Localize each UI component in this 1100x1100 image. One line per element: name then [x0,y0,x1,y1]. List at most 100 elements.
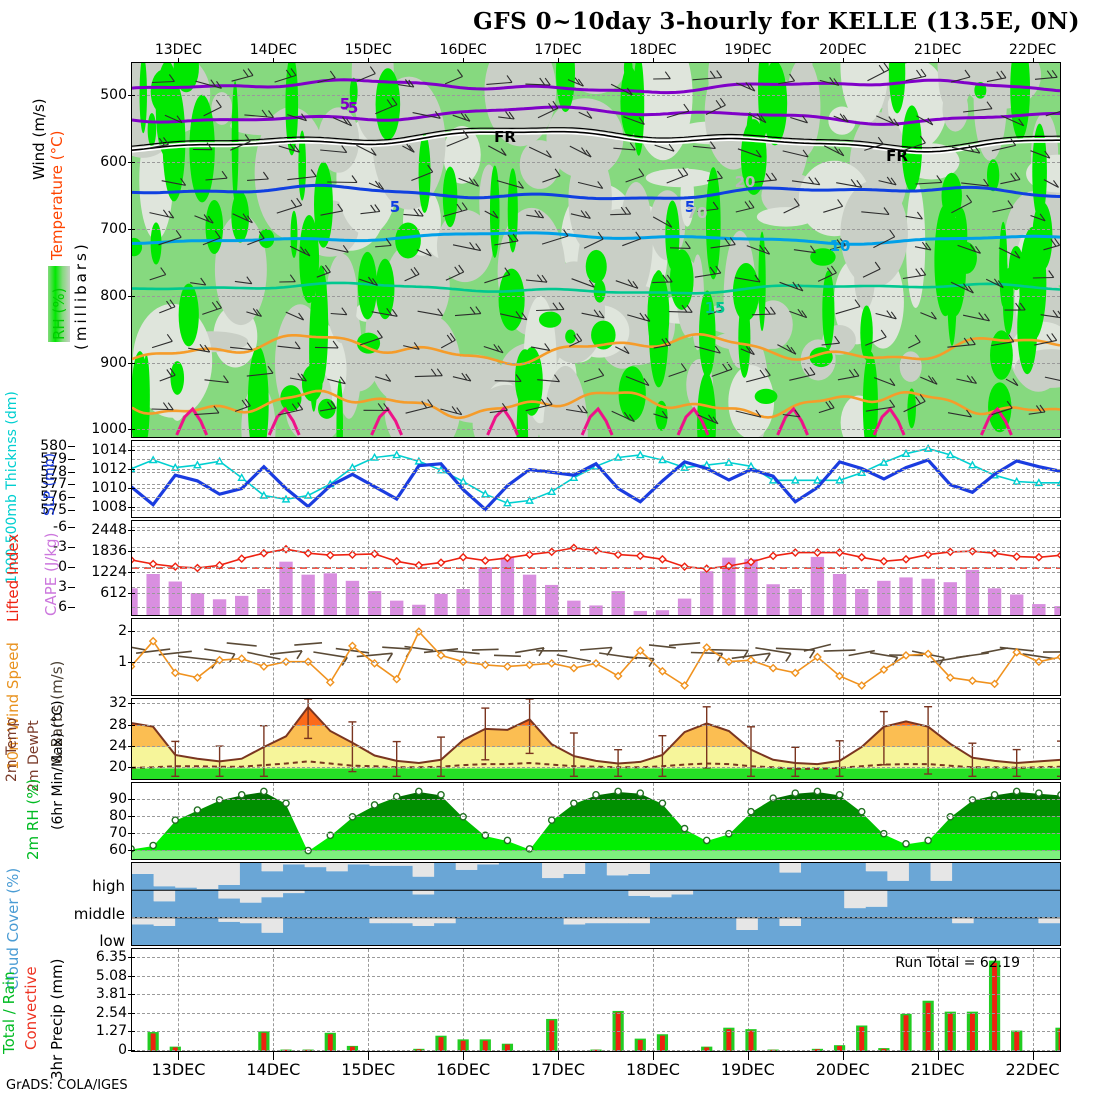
axis-tick [128,551,135,553]
cape-bar [478,567,492,615]
rh-shade-saturated [620,65,639,138]
wind-barb [313,651,348,659]
wind-barb-flag [256,309,262,317]
wind-barb-flag [475,243,482,251]
cloud-bar [347,917,370,945]
wind-barb-shaft [528,146,552,159]
cloud-empty [542,863,565,879]
gridline-horizontal [132,546,1060,548]
gridline-horizontal [132,459,1060,460]
data-marker [170,562,180,572]
wind-barb-flag [635,231,642,240]
wind-barb-flag [285,69,292,78]
wind-barb-flag [834,146,840,154]
rh-shade-dry [728,365,775,437]
data-marker [237,473,247,482]
gridline-horizontal [132,832,1060,834]
wind-barb-flag [1000,70,1007,79]
wind-barb-flag [966,409,972,418]
gridline-horizontal [132,798,1060,800]
precip-convective-bar [859,1026,865,1051]
wind-barb-flag [552,100,559,109]
rh-shade-saturated [375,68,401,141]
data-marker [636,789,645,797]
cape-bar [434,593,448,615]
rh-shade-saturated [999,221,1008,307]
data-marker [835,548,844,557]
wind-barb-shaft [327,181,358,184]
data-marker [481,831,490,840]
wind-barb-flag [839,238,846,246]
wind-barb-flag [715,265,722,274]
wind-barb [648,644,676,649]
wind-barb-shaft [359,278,378,286]
gridline-horizontal [132,724,1060,726]
date-label-18dec: 18DEC [629,42,677,58]
data-marker [791,789,800,797]
wind-barb-shaft [998,247,1021,259]
wind-barb-shaft [992,206,1014,213]
wind-barb-shaft [525,403,553,412]
date-label-13dec: 13DEC [154,42,203,58]
wind-barb-flag [541,274,548,283]
isotherm-minus5b [132,78,1060,95]
precip-convective-bar [327,1034,333,1051]
wind-barb-flag [916,211,923,220]
precip-convective-bar [881,1048,887,1051]
contour-label: 20 [734,173,756,191]
wind-barb-flag [580,210,587,218]
wind-barb [204,648,235,655]
cloud-bar [412,894,435,918]
gridline-vertical [558,619,560,695]
wind-barb [755,647,792,655]
wind-barb-shaft [1040,314,1060,319]
precip-convective-bar [992,962,998,1051]
axis-tick-label: 3.81 [95,986,127,1003]
cloud-bar [585,923,608,945]
data-marker [414,627,424,637]
wind-barb-flag [370,148,377,156]
wind-barb-shaft [244,114,274,119]
axis-tick-label: 0 [58,559,67,575]
wind-barb-flag [834,335,841,344]
wind-barb [579,646,613,651]
axis-tick [128,662,135,664]
wind-barb-shaft [246,372,274,377]
axis-tick [128,593,135,595]
gridline-vertical [1032,699,1034,779]
wind-barb-flag [584,211,591,219]
wind-barb-flag [518,180,524,189]
isotherm-plus25 [175,406,209,436]
wind-barb-flag [969,337,976,345]
wind-barb-flag [342,244,349,253]
wind-barb-flag [880,329,887,338]
wind-barb-shaft [567,79,584,87]
wind-barb-flag [683,103,690,112]
axis-tick [128,975,135,977]
wind-barb [382,646,412,650]
wind-barb [981,647,1008,654]
axis-tick [128,295,135,297]
wind-barb-shaft [735,277,761,283]
cloud-bar [606,923,629,945]
wind-barb-shaft [736,82,756,92]
wind-barb [823,649,856,652]
wind-barb-shaft [951,146,980,154]
axis-tick [68,546,75,548]
wind-barb-flag [748,200,755,208]
wind-barb-flag [1039,404,1046,413]
wind-barb-shaft [615,280,639,289]
wind-barb-shaft [783,204,800,214]
cloud-bar [671,917,694,945]
wind-barb-flag [588,279,595,288]
cloud-bar [261,871,284,891]
date-label-20dec: 20DEC [815,1060,870,1079]
data-marker [193,563,202,573]
axis-tick-label: 28 [109,716,127,733]
wind-barb-flag [1050,238,1057,247]
wind-barb-flag [680,363,687,371]
cape-bar [146,573,160,615]
data-marker [304,846,312,855]
wind-barb-shaft [442,209,468,217]
wind-barb-shaft [203,106,222,117]
